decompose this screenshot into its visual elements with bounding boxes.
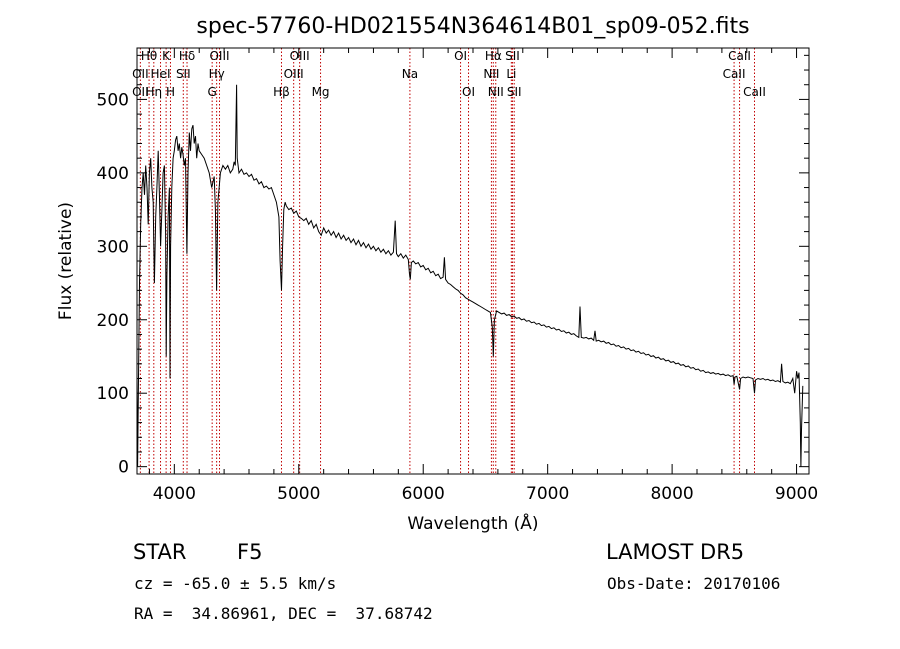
spectral-line-label: SII bbox=[507, 85, 522, 99]
spectral-line-label: CaII bbox=[743, 85, 766, 99]
y-tick-label: 100 bbox=[97, 384, 129, 404]
spectral-line-label: Hα bbox=[485, 49, 502, 63]
y-axis-label: Flux (relative) bbox=[56, 202, 76, 320]
spectral-line-label: Hδ bbox=[179, 49, 195, 63]
x-tick-label: 8000 bbox=[650, 484, 693, 504]
y-tick-label: 400 bbox=[97, 164, 129, 184]
y-axis-ticks: 0 100 200 300 400 500 bbox=[97, 54, 809, 478]
spectral-line-label: Hγ bbox=[209, 67, 225, 81]
spectral-line-label: OII bbox=[132, 85, 149, 99]
y-tick-label: 500 bbox=[97, 90, 129, 110]
plot-frame bbox=[136, 47, 810, 475]
spectral-line-label: OIII bbox=[284, 67, 304, 81]
spectral-line-label: CaII bbox=[728, 49, 751, 63]
spectral-line-label: Mg bbox=[312, 85, 330, 99]
y-tick-label: 300 bbox=[97, 237, 129, 257]
spectral-line-label: Hη bbox=[145, 85, 162, 99]
object-class: STAR bbox=[133, 540, 187, 564]
spectral-line-label: K bbox=[162, 49, 171, 63]
object-subclass: F5 bbox=[237, 540, 263, 564]
spectral-line-label: SII bbox=[505, 49, 520, 63]
spectral-line-label: OI bbox=[462, 85, 475, 99]
spectral-line-markers bbox=[139, 48, 755, 474]
spectral-line-label: OI bbox=[454, 49, 467, 63]
sky-coordinates: RA = 34.86961, DEC = 37.68742 bbox=[134, 604, 433, 623]
spectral-line-label: NII bbox=[488, 85, 504, 99]
y-tick-label: 0 bbox=[118, 458, 129, 478]
spectral-line-label: OIII bbox=[209, 49, 229, 63]
spectrum-line bbox=[136, 84, 804, 467]
observation-date: Obs-Date: 20170106 bbox=[607, 574, 781, 593]
spectral-line-label: Hθ bbox=[141, 49, 157, 63]
spectral-line-label: H bbox=[166, 85, 175, 99]
x-tick-label: 5000 bbox=[277, 484, 320, 504]
spectral-line-label: OII bbox=[132, 67, 149, 81]
spectral-line-label: NII bbox=[483, 67, 499, 81]
redshift-velocity: cz = -65.0 ± 5.5 km/s bbox=[134, 574, 337, 593]
spectral-line-label: Hβ bbox=[273, 85, 290, 99]
spectral-line-label: G bbox=[208, 85, 217, 99]
x-tick-label: 9000 bbox=[775, 484, 818, 504]
x-axis-label: Wavelength (Å) bbox=[407, 512, 538, 534]
spectral-line-label: CaII bbox=[723, 67, 746, 81]
x-tick-label: 6000 bbox=[402, 484, 445, 504]
x-tick-label: 4000 bbox=[153, 484, 196, 504]
x-tick-label: 7000 bbox=[526, 484, 569, 504]
spectral-line-label: SII bbox=[176, 67, 191, 81]
x-axis-ticks: 4000 5000 6000 7000 8000 9000 bbox=[148, 48, 818, 504]
y-tick-label: 200 bbox=[97, 311, 129, 331]
spectral-line-label: HeI bbox=[151, 67, 171, 81]
spectral-line-label: Li bbox=[506, 67, 516, 81]
chart-title: spec-57760-HD021554N364614B01_sp09-052.f… bbox=[196, 14, 749, 39]
spectral-line-label: Na bbox=[402, 67, 418, 81]
spectral-line-label: OIII bbox=[290, 49, 310, 63]
survey-name: LAMOST DR5 bbox=[606, 540, 745, 564]
